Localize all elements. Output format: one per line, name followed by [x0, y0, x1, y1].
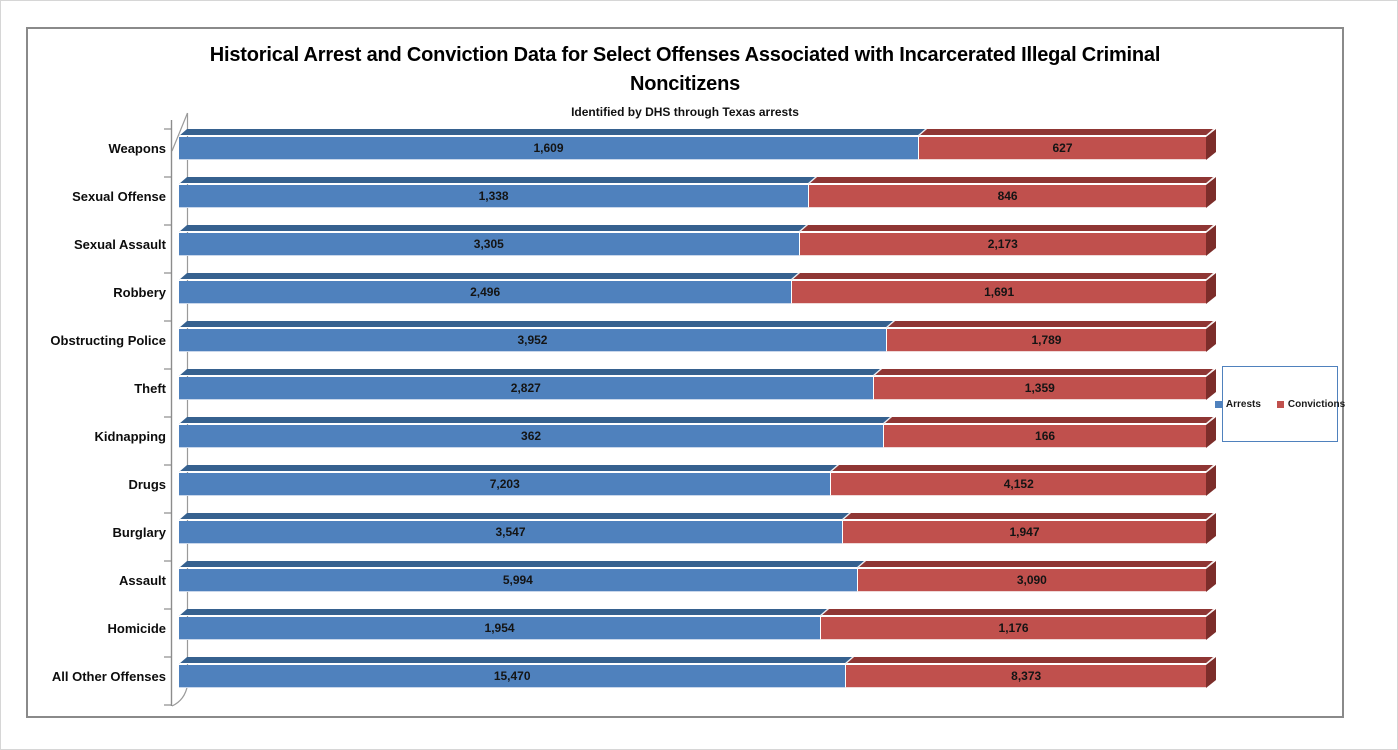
value-label: 3,547 — [495, 525, 526, 539]
bar-row: Drugs 7,203 4,152 — [28, 465, 1206, 513]
stacked-bar: 15,470 8,373 — [179, 665, 1206, 688]
stacked-bar: 3,952 1,789 — [179, 329, 1206, 352]
convictions-segment: 2,173 — [798, 233, 1206, 256]
value-label: 3,952 — [517, 333, 548, 347]
value-label: 3,305 — [473, 237, 504, 251]
category-label: Weapons — [108, 141, 166, 156]
category-label: Burglary — [112, 525, 166, 540]
stacked-bar: 2,827 1,359 — [179, 377, 1206, 400]
plot-area: Weapons 1,609 627 Sexual Offense 1,338 846 Sex… — [28, 129, 1206, 705]
arrests-segment: 15,470 — [179, 665, 846, 688]
value-label: 1,789 — [1031, 333, 1062, 347]
value-label: 1,954 — [484, 621, 515, 635]
value-label: 362 — [521, 429, 542, 443]
convictions-segment: 4,152 — [830, 473, 1206, 496]
value-label: 7,203 — [489, 477, 520, 491]
bar-row: Burglary 3,547 1,947 — [28, 513, 1206, 561]
stacked-bar: 2,496 1,691 — [179, 281, 1206, 304]
value-label: 846 — [997, 189, 1018, 203]
arrests-segment: 362 — [179, 425, 884, 448]
value-label: 8,373 — [1011, 669, 1042, 683]
arrests-segment: 3,952 — [179, 329, 886, 352]
arrests-segment: 1,609 — [179, 137, 919, 160]
convictions-segment: 8,373 — [845, 665, 1206, 688]
arrests-segment: 2,827 — [179, 377, 873, 400]
convictions-segment: 846 — [808, 185, 1206, 208]
value-label: 627 — [1052, 141, 1073, 155]
convictions-segment: 166 — [883, 425, 1206, 448]
category-label: All Other Offenses — [51, 669, 166, 684]
stacked-bar: 7,203 4,152 — [179, 473, 1206, 496]
convictions-segment: 1,359 — [872, 377, 1206, 400]
value-label: 15,470 — [493, 669, 531, 683]
chart-frame: Historical Arrest and Conviction Data fo… — [26, 27, 1345, 718]
value-label: 1,609 — [533, 141, 564, 155]
value-label: 1,947 — [1009, 525, 1040, 539]
bar-row: All Other Offenses 15,470 8,373 — [28, 657, 1206, 705]
arrests-segment: 5,994 — [179, 569, 857, 592]
category-label: Obstructing Police — [50, 333, 166, 348]
value-label: 1,359 — [1024, 381, 1055, 395]
legend-item-arrests: Arrests — [1214, 398, 1261, 410]
category-label: Sexual Assault — [73, 237, 166, 252]
category-label: Assault — [119, 573, 166, 588]
convictions-segment: 1,691 — [791, 281, 1206, 304]
chart-subtitle: Identified by DHS through Texas arrests — [571, 105, 799, 119]
chart-title: Historical Arrest and Conviction Data fo… — [209, 44, 1161, 95]
value-label: 3,090 — [1016, 573, 1047, 587]
value-label: 2,173 — [987, 237, 1018, 251]
category-label: Drugs — [128, 477, 166, 492]
convictions-segment: 3,090 — [856, 569, 1206, 592]
convictions-swatch-icon — [1276, 400, 1284, 408]
convictions-segment: 1,947 — [842, 521, 1206, 544]
bar-row: Assault 5,994 3,090 — [28, 561, 1206, 609]
legend-label: Convictions — [1287, 398, 1346, 410]
arrests-segment: 3,547 — [179, 521, 843, 544]
bar-row: Homicide 1,954 1,176 — [28, 609, 1206, 657]
arrests-segment: 1,338 — [179, 185, 809, 208]
convictions-segment: 627 — [918, 137, 1206, 160]
convictions-segment: 1,176 — [820, 617, 1206, 640]
category-label: Sexual Offense — [72, 189, 166, 204]
value-label: 1,691 — [984, 285, 1015, 299]
bar-row: Robbery 2,496 1,691 — [28, 273, 1206, 321]
legend: Arrests Convictions — [1214, 366, 1345, 442]
value-label: 2,827 — [510, 381, 541, 395]
legend-item-convictions: Convictions — [1276, 398, 1346, 410]
category-label: Homicide — [107, 621, 166, 636]
bar-row: Weapons 1,609 627 — [28, 129, 1206, 177]
value-label: 166 — [1035, 429, 1056, 443]
category-label: Robbery — [113, 285, 166, 300]
bar-row: Sexual Offense 1,338 846 — [28, 177, 1206, 225]
bar-row: Theft 2,827 1,359 — [28, 369, 1206, 417]
value-label: 2,496 — [470, 285, 501, 299]
arrests-segment: 7,203 — [179, 473, 831, 496]
stacked-bar: 3,547 1,947 — [179, 521, 1206, 544]
arrests-segment: 2,496 — [179, 281, 792, 304]
stacked-bar: 3,305 2,173 — [179, 233, 1206, 256]
stacked-bar: 5,994 3,090 — [179, 569, 1206, 592]
bar-row: Sexual Assault 3,305 2,173 — [28, 225, 1206, 273]
convictions-segment: 1,789 — [885, 329, 1206, 352]
stacked-bar: 1,609 627 — [179, 137, 1206, 160]
legend-label: Arrests — [1225, 398, 1261, 410]
category-label: Theft — [134, 381, 166, 396]
value-label: 5,994 — [502, 573, 533, 587]
arrests-swatch-icon — [1214, 400, 1222, 408]
value-label: 1,338 — [478, 189, 509, 203]
category-label: Kidnapping — [94, 429, 167, 444]
bar-row: Kidnapping 362 166 — [28, 417, 1206, 465]
stacked-bar: 1,954 1,176 — [179, 617, 1206, 640]
stacked-bar: 362 166 — [179, 425, 1206, 448]
value-label: 4,152 — [1003, 477, 1034, 491]
arrests-segment: 1,954 — [179, 617, 821, 640]
arrests-segment: 3,305 — [179, 233, 799, 256]
stacked-bar: 1,338 846 — [179, 185, 1206, 208]
bar-row: Obstructing Police 3,952 1,789 — [28, 321, 1206, 369]
value-label: 1,176 — [998, 621, 1029, 635]
